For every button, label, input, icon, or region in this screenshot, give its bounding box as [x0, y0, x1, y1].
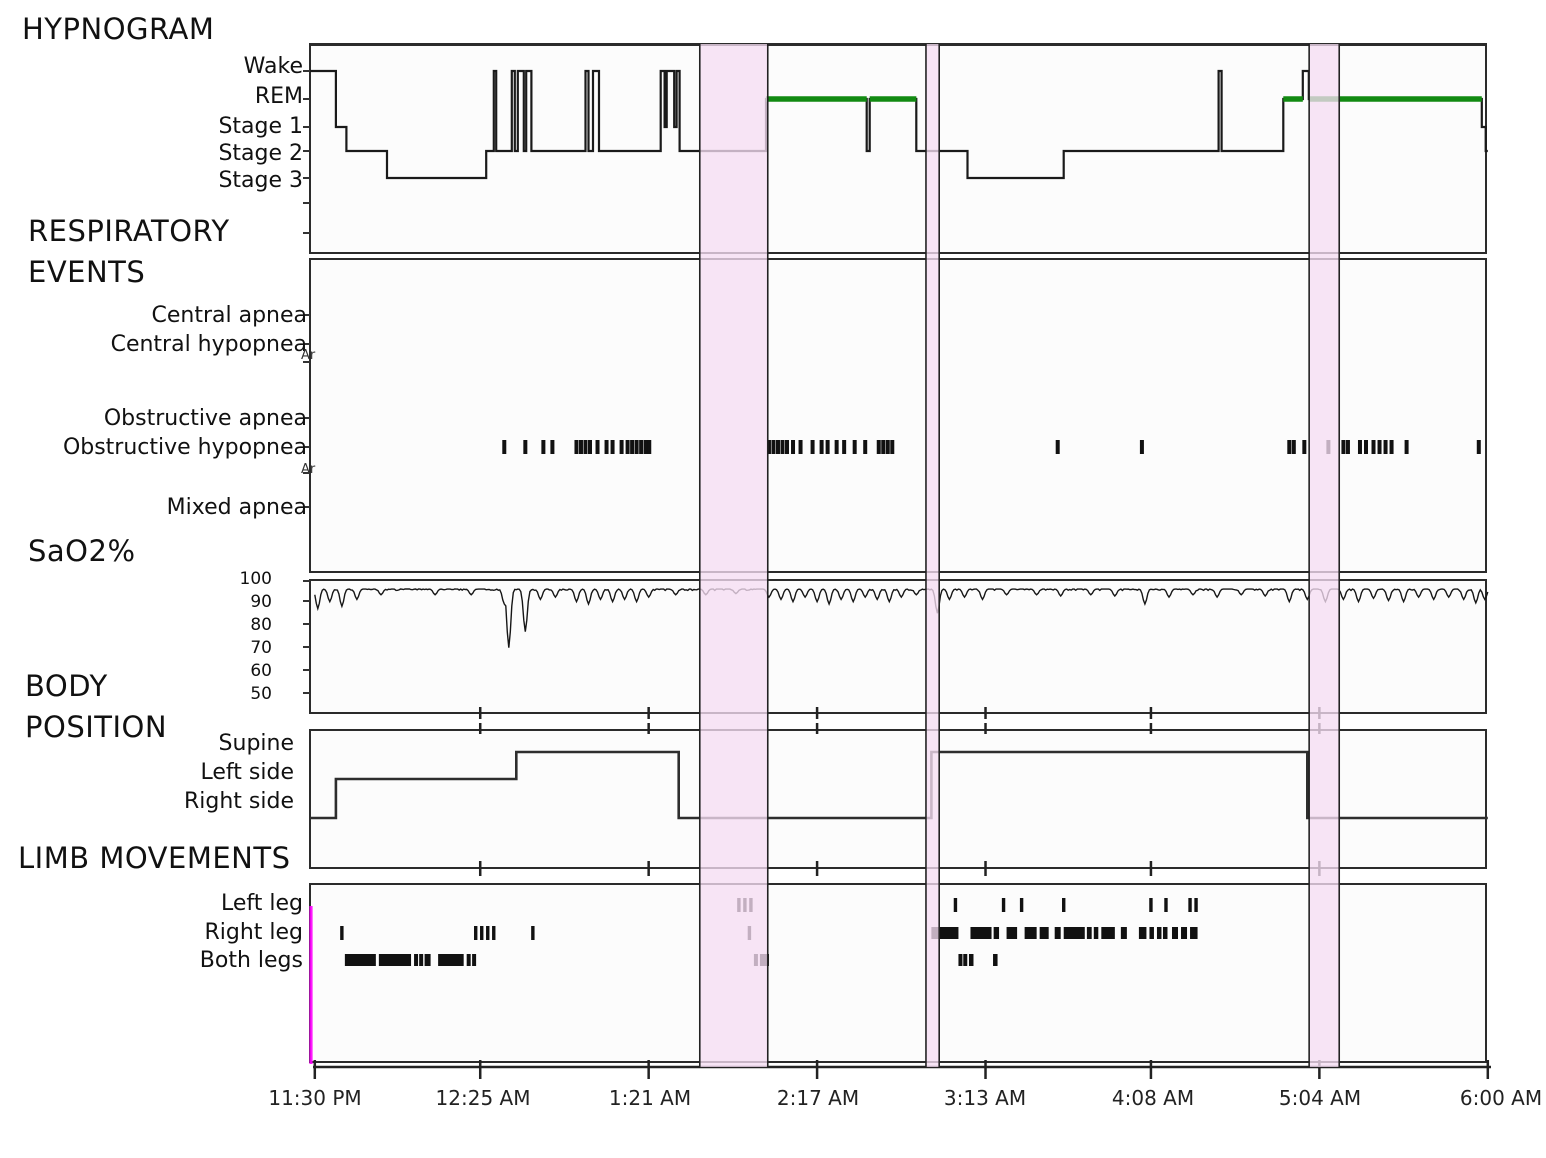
- stage-label-stage1: Stage 1: [218, 114, 303, 139]
- body-label-supine: Supine: [218, 731, 294, 756]
- stage-label-stage3: Stage 3: [218, 168, 303, 193]
- sao2-tick-70: 70: [250, 638, 272, 658]
- time-label-217am: 2:17 AM: [776, 1086, 860, 1110]
- stage-label-stage2: Stage 2: [218, 141, 303, 166]
- resp-edge-label-arousal-1: Ar: [301, 348, 316, 363]
- section-title-position: POSITION: [25, 710, 168, 744]
- resp-label-central-hypopnea: Central hypopnea: [110, 332, 307, 357]
- sao2-tick-80: 80: [250, 615, 272, 635]
- sao2-tick-90: 90: [250, 592, 272, 612]
- stage-label-wake: Wake: [243, 54, 303, 79]
- time-label-313am: 3:13 AM: [943, 1086, 1027, 1110]
- time-label-408am: 4:08 AM: [1111, 1086, 1195, 1110]
- stage-label-rem: REM: [254, 84, 303, 109]
- section-title-hypnogram: HYPNOGRAM: [22, 12, 215, 46]
- time-label-1130pm: 11:30 PM: [268, 1086, 362, 1110]
- limb-label-left-leg: Left leg: [221, 891, 303, 916]
- resp-label-obstructive-hypopnea: Obstructive hypopnea: [62, 435, 307, 460]
- section-title-events: EVENTS: [28, 255, 146, 289]
- section-title-body: BODY: [25, 669, 108, 703]
- time-label-121am: 1:21 AM: [608, 1086, 692, 1110]
- time-label-600am: 6:00 AM: [1459, 1086, 1543, 1110]
- resp-label-mixed-apnea: Mixed apnea: [166, 495, 307, 520]
- resp-label-obstructive-apnea: Obstructive apnea: [103, 406, 307, 431]
- time-label-1225am: 12:25 AM: [435, 1086, 531, 1110]
- section-title-respiratory: RESPIRATORY: [28, 214, 230, 248]
- sao2-tick-50: 50: [250, 684, 272, 704]
- sao2-tick-100: 100: [239, 569, 272, 589]
- body-label-left-side: Left side: [200, 760, 294, 785]
- time-label-504am: 5:04 AM: [1278, 1086, 1362, 1110]
- resp-label-central-apnea: Central apnea: [151, 303, 307, 328]
- limb-label-right-leg: Right leg: [204, 920, 303, 945]
- sao2-tick-60: 60: [250, 661, 272, 681]
- section-title-sao2: SaO2%: [28, 534, 136, 568]
- limb-label-both-legs: Both legs: [199, 948, 303, 973]
- section-title-limb: LIMB MOVEMENTS: [18, 841, 291, 875]
- body-label-right-side: Right side: [184, 789, 294, 814]
- resp-edge-label-arousal-2: Ar: [301, 462, 316, 477]
